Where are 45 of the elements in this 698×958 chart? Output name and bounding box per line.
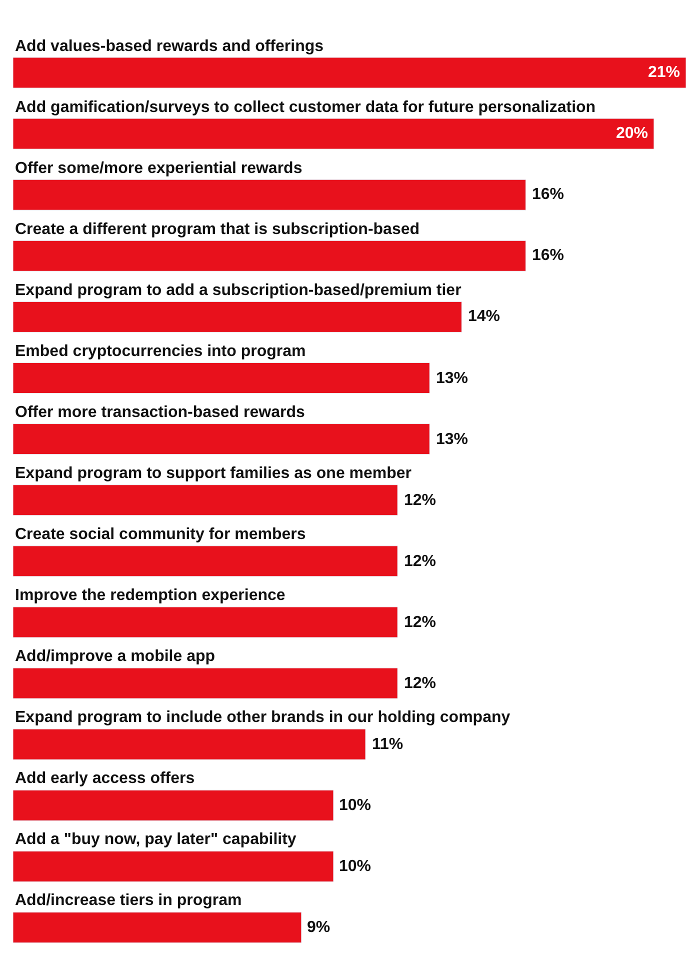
bar [13,118,654,150]
data-label: 20% [616,125,648,142]
y-tick-label: Embed cryptocurrencies into program [15,343,306,360]
bar [13,790,334,821]
y-tick-label: Add gamification/surveys to collect customer data for future personalization [15,99,596,116]
bar [13,912,302,943]
y-tick-label: Expand program to support families as one member [15,465,412,482]
data-label: 13% [436,431,468,448]
data-label: 11% [372,736,404,753]
y-tick-label: Add/improve a mobile app [15,648,216,665]
data-label: 21% [648,64,680,81]
data-label: 12% [404,675,436,692]
y-tick-label: Add/increase tiers in program [15,892,242,909]
y-tick-label: Improve the redemption experience [15,587,286,604]
data-label: 9% [307,919,330,936]
bar [13,301,462,332]
bar [13,728,366,760]
bar [13,57,686,88]
bar [13,362,430,394]
y-tick-label: Expand program to add a subscription-based/premium tier [15,282,462,299]
bar [13,484,398,516]
bar [13,424,430,455]
y-tick-label: Add early access offers [15,770,195,787]
bar [13,546,398,577]
bar [13,668,398,699]
y-tick-label: Create a different program that is subscription-based [15,221,420,238]
data-label: 14% [468,308,500,325]
data-label: 16% [532,247,564,264]
y-tick-label: Offer some/more experiential rewards [15,160,302,177]
data-label: 12% [404,614,436,631]
data-label: 16% [532,186,564,203]
data-label: 12% [404,492,436,509]
bar [13,850,334,882]
data-label: 13% [436,370,468,387]
y-tick-label: Create social community for members [15,526,306,543]
data-label: 12% [404,553,436,570]
y-tick-label: Add a "buy now, pay later" capability [15,831,296,848]
y-tick-label: Offer more transaction-based rewards [15,404,305,421]
data-label: 10% [339,858,372,875]
data-label: 10% [339,797,372,814]
y-tick-label: Add values-based rewards and offerings [15,38,324,55]
bar [13,240,526,272]
y-tick-label: Expand program to include other brands in our holding company [15,709,510,726]
bar [13,179,526,210]
bar [13,606,398,638]
